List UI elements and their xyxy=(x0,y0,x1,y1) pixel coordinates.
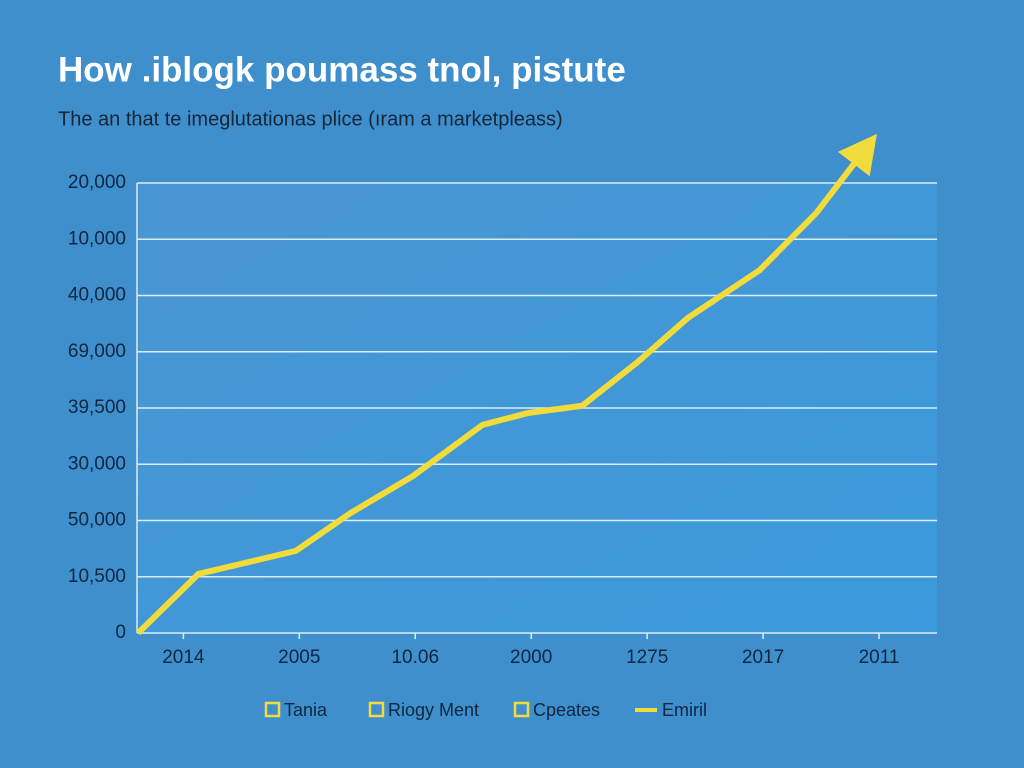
legend-marker xyxy=(264,701,281,718)
x-tick-label: 2014 xyxy=(162,647,205,668)
y-tick-label: 20,000 xyxy=(68,172,126,193)
x-tick-label: 1275 xyxy=(626,647,668,668)
x-tick-label: 2011 xyxy=(859,647,900,668)
y-tick-label: 10,500 xyxy=(68,566,126,587)
arrow-head xyxy=(837,133,877,177)
x-tick-label: 2000 xyxy=(510,647,552,668)
y-tick-label: 69,000 xyxy=(68,341,126,362)
y-tick-label: 39,500 xyxy=(68,397,126,418)
legend-label: Cpeates xyxy=(533,700,600,720)
y-tick-label: 30,000 xyxy=(68,453,126,474)
legend-label: Tania xyxy=(284,700,328,720)
x-tick-label: 2017 xyxy=(742,647,784,668)
x-tick-label: 10.06 xyxy=(391,647,439,668)
legend-label: Riogy Ment xyxy=(388,700,479,720)
legend-marker xyxy=(513,701,530,718)
y-tick-label: 0 xyxy=(115,622,126,643)
y-tick-label: 10,000 xyxy=(68,228,126,249)
chart-title: How .iblogk poumass tnol, pistute xyxy=(58,50,626,89)
y-tick-label: 40,000 xyxy=(68,285,126,306)
legend-marker xyxy=(368,701,385,718)
x-tick-label: 2005 xyxy=(278,647,320,668)
legend-label: Emiril xyxy=(662,700,707,720)
chart-subtitle: The an that te imeglutationas plice (ıra… xyxy=(58,108,563,130)
y-tick-label: 50,000 xyxy=(68,510,126,531)
series-line xyxy=(136,138,875,636)
